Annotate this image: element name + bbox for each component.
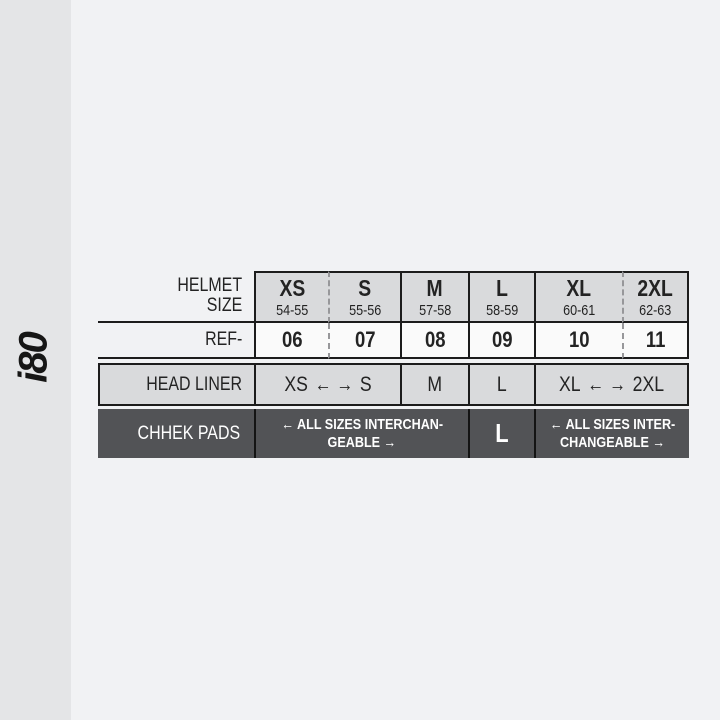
ref-value: 06 <box>281 327 303 352</box>
cheek-pads-span-xl-2xl: ← ALL SIZES INTER- CHANGEABLE → <box>534 409 689 458</box>
header-cell-2xl: 2XL 62-63 <box>622 271 689 323</box>
interchangeable-text-line2: GEABLE → <box>327 433 397 451</box>
ref-value: 09 <box>491 327 513 352</box>
ref-value: 10 <box>568 327 590 352</box>
header-label-line1: HELMET <box>177 275 242 296</box>
header-cell-xs: XS 54-55 <box>254 271 328 323</box>
size-right: 2XL <box>632 372 665 396</box>
cheek-pads-label-text: CHHEK PADS <box>137 422 240 444</box>
interchangeable-text-line1: ← ALL SIZES INTER- <box>549 415 676 433</box>
arrow-right-icon: → <box>609 373 626 396</box>
interchange-span-text: XS ← → S <box>284 373 371 397</box>
header-cell-l: L 58-59 <box>468 271 534 323</box>
head-liner-cell-l: L <box>468 363 534 406</box>
ref-row-label: REF- <box>98 323 254 359</box>
size-label: L <box>496 274 508 301</box>
ref-cell-2xl: 11 <box>622 323 689 359</box>
liner-size: L <box>497 372 507 396</box>
size-label: S <box>358 274 372 301</box>
header-cell-s: S 55-56 <box>328 271 400 323</box>
ref-cell-s: 07 <box>328 323 400 359</box>
ref-cell-m: 08 <box>400 323 468 359</box>
ref-row: REF- 06 07 08 09 10 11 <box>98 323 689 359</box>
size-label: M <box>426 274 444 301</box>
ref-value: 07 <box>354 327 376 352</box>
size-label: XL <box>566 274 592 301</box>
header-cell-m: M 57-58 <box>400 271 468 323</box>
head-liner-cell-m: M <box>400 363 468 406</box>
head-liner-span-xl-2xl: XL ← → 2XL <box>534 363 689 406</box>
header-label-line2: SIZE <box>206 295 242 316</box>
brand-logo-text: i80 <box>11 333 56 383</box>
cheek-pads-label: CHHEK PADS <box>98 409 254 458</box>
size-range: 58-59 <box>485 301 519 319</box>
size-right: S <box>359 372 372 396</box>
size-left: XS <box>284 372 308 396</box>
left-margin-strip <box>0 0 71 720</box>
size-label: 2XL <box>637 274 674 301</box>
cheek-pad-size: L <box>495 418 509 448</box>
brand-logo: i80 <box>12 333 57 383</box>
cheek-pads-cell-l: L <box>468 409 534 458</box>
helmet-sizing-table: HELMET SIZE XS 54-55 S 55-56 M 57-58 L 5… <box>98 271 689 458</box>
interchangeable-text-line1: ← ALL SIZES INTERCHAN- <box>281 415 443 433</box>
ref-value: 08 <box>424 327 446 352</box>
header-cell-xl: XL 60-61 <box>534 271 622 323</box>
table-header-row: HELMET SIZE XS 54-55 S 55-56 M 57-58 L 5… <box>98 271 689 323</box>
head-liner-span-xs-s: XS ← → S <box>254 363 400 406</box>
size-left: XL <box>558 372 581 396</box>
interchangeable-text-line2: CHANGEABLE → <box>559 433 665 451</box>
ref-cell-xl: 10 <box>534 323 622 359</box>
head-liner-row: HEAD LINER XS ← → S M L XL ← → 2XL <box>98 363 689 406</box>
interchange-span-text: XL ← → 2XL <box>559 373 664 397</box>
size-range: 54-55 <box>275 301 309 319</box>
arrow-left-icon: ← <box>587 373 605 396</box>
cheek-pads-row: CHHEK PADS ← ALL SIZES INTERCHAN- GEABLE… <box>98 409 689 458</box>
size-range: 60-61 <box>562 301 596 319</box>
size-label: XS <box>279 274 305 301</box>
head-liner-label-text: HEAD LINER <box>146 373 242 395</box>
ref-label-text: REF- <box>204 329 242 350</box>
ref-cell-l: 09 <box>468 323 534 359</box>
size-range: 55-56 <box>348 301 382 319</box>
liner-size: M <box>427 372 443 396</box>
arrow-right-icon: → <box>336 373 354 396</box>
cheek-pads-span-xs-m: ← ALL SIZES INTERCHAN- GEABLE → <box>254 409 468 458</box>
size-range: 57-58 <box>418 301 452 319</box>
header-label-helmet-size: HELMET SIZE <box>98 271 254 323</box>
ref-value: 11 <box>645 327 666 352</box>
size-range: 62-63 <box>639 301 672 319</box>
arrow-left-icon: ← <box>314 373 332 396</box>
ref-cell-xs: 06 <box>254 323 328 359</box>
head-liner-label: HEAD LINER <box>98 363 254 406</box>
